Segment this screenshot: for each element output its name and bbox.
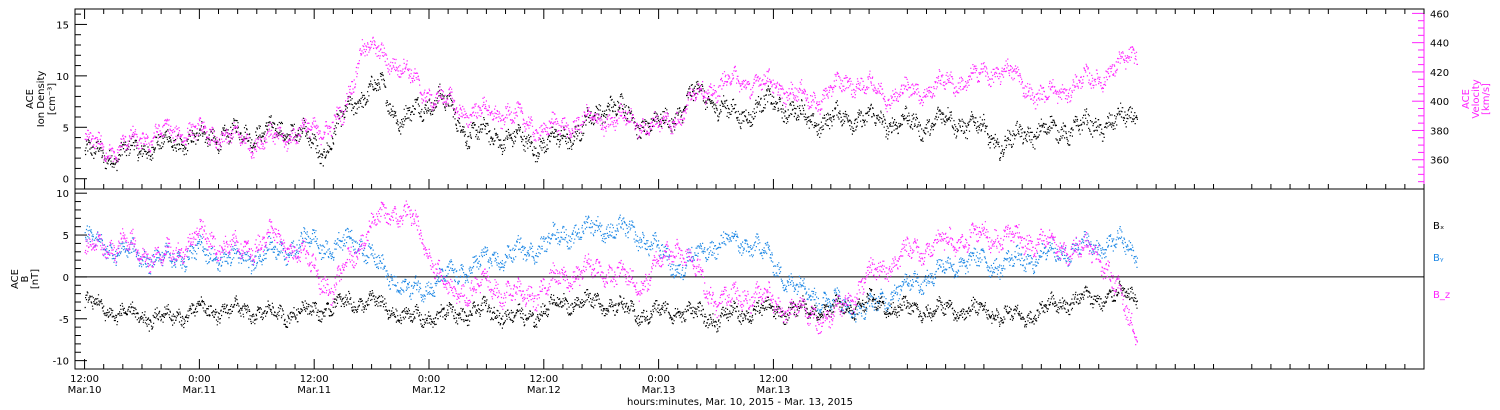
x-tick-time-1: 0:00: [188, 374, 210, 385]
velocity-points: [84, 36, 1138, 163]
field-axis-title-1: ACE: [10, 269, 21, 289]
velocity-tick-label-3: 420: [1430, 68, 1449, 79]
legend-bz: B_z: [1433, 290, 1450, 301]
field-tick-label-2: 0: [63, 273, 69, 284]
ion-density-points: [84, 72, 1138, 172]
field-tick-label-4: 10: [56, 189, 69, 200]
field-tick-label-1: -5: [59, 315, 69, 326]
bottom-panel-series: [84, 200, 1138, 346]
x-tick-date-2: Mar.11: [297, 385, 331, 396]
x-tick-date-1: Mar.11: [182, 385, 216, 396]
field-tick-label-0: -10: [53, 357, 69, 368]
x-tick-time-2: 12:00: [300, 374, 329, 385]
legend-bx: Bₓ: [1433, 221, 1444, 232]
density-axis-ticks: 0 5 10 15: [56, 13, 87, 186]
x-tick-time-0: 12:00: [70, 374, 99, 385]
bz-points: [84, 200, 1138, 346]
velocity-axis-ticks: 360 380 400 420 440 460: [1412, 9, 1449, 189]
x-tick-date-3: Mar.12: [412, 385, 446, 396]
velocity-axis-title-1: ACE: [1461, 89, 1472, 109]
field-tick-label-3: 5: [63, 231, 69, 242]
velocity-tick-label-1: 380: [1430, 126, 1449, 137]
velocity-tick-label-2: 400: [1430, 97, 1449, 108]
field-axis-ticks: -10 -5 0 5 10: [53, 189, 87, 370]
bottom-panel-frame: [74, 188, 1425, 370]
velocity-axis-title-2: Velocity: [1471, 79, 1482, 118]
velocity-tick-label-5: 460: [1430, 9, 1449, 20]
density-tick-label-0: 0: [63, 175, 69, 186]
density-tick-label-3: 15: [56, 20, 69, 31]
x-tick-date-5: Mar.13: [642, 385, 676, 396]
ion-density-velocity-panel: 0 5 10 15 360 380 400 420 440 460 ACE Ion Densit…: [25, 8, 1492, 190]
bx-points: [84, 280, 1138, 333]
velocity-tick-label-0: 360: [1430, 156, 1449, 167]
density-axis-title-2: Ion Density: [36, 71, 47, 128]
x-tick-time-6: 12:00: [759, 374, 788, 385]
velocity-tick-label-4: 440: [1430, 39, 1449, 50]
top-panel-frame: [74, 8, 1425, 190]
density-axis-title-1: ACE: [25, 89, 36, 109]
density-tick-label-2: 10: [56, 72, 69, 83]
field-axis-title-2: B: [20, 275, 31, 282]
x-axis-title: hours:minutes, Mar. 10, 2015 - Mar. 13, …: [627, 397, 853, 408]
x-tick-date-6: Mar.13: [756, 385, 790, 396]
legend-by: Bᵧ: [1433, 253, 1444, 264]
x-tick-date-0: Mar.10: [68, 385, 102, 396]
x-tick-time-3: 0:00: [418, 374, 440, 385]
velocity-axis-title-3: [km/s]: [1481, 83, 1492, 115]
density-tick-label-1: 5: [63, 123, 69, 134]
time-axis: 12:00Mar.100:00Mar.1112:00Mar.110:00Mar.…: [68, 9, 1425, 396]
magnetic-field-panel: -10 -5 0 5 10 ACE B [nT] Bₓ Bᵧ B_z: [10, 188, 1450, 370]
x-tick-time-5: 0:00: [647, 374, 669, 385]
top-panel-series: [84, 36, 1138, 172]
x-tick-date-4: Mar.12: [527, 385, 561, 396]
density-axis-title-3: [cm⁻³]: [47, 83, 58, 115]
x-tick-time-4: 12:00: [529, 374, 558, 385]
field-axis-title-3: [nT]: [30, 269, 41, 289]
